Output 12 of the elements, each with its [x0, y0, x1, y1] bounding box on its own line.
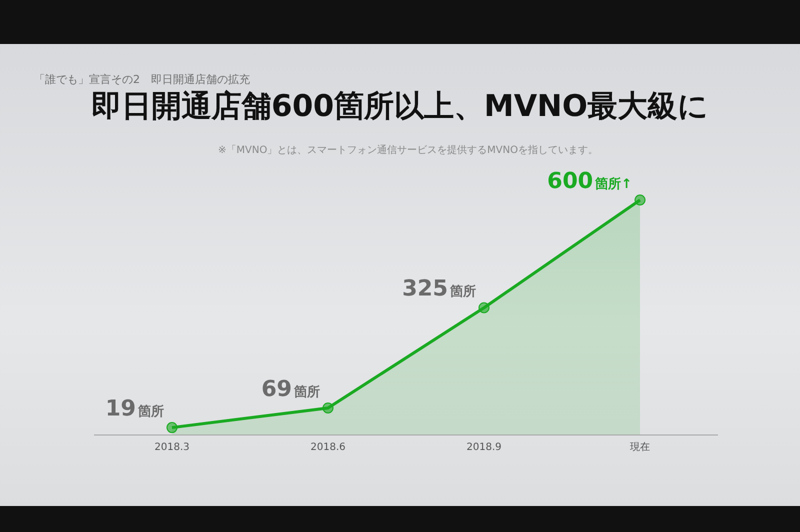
chart-title: 即日開通店舗600箇所以上、MVNO最大級に — [90, 88, 710, 126]
x-tick-label: 現在 — [630, 441, 650, 454]
point — [322, 402, 334, 414]
x-tick-label: 2018.6 — [310, 442, 346, 454]
text: 「誰でも」宣言その2 即日開通店舗の拡充 — [34, 72, 250, 87]
x-tick-label: 2018.3 — [154, 442, 190, 454]
point — [634, 194, 646, 206]
x-tick-label: 2018.9 — [466, 442, 502, 454]
data-label: 600箇所↑ — [547, 169, 632, 194]
point — [166, 422, 178, 434]
point — [478, 302, 490, 314]
chart-subtitle: ※「MVNO」とは、スマートフォン通信サービスを提供するMVNOを指しています。 — [216, 144, 600, 157]
